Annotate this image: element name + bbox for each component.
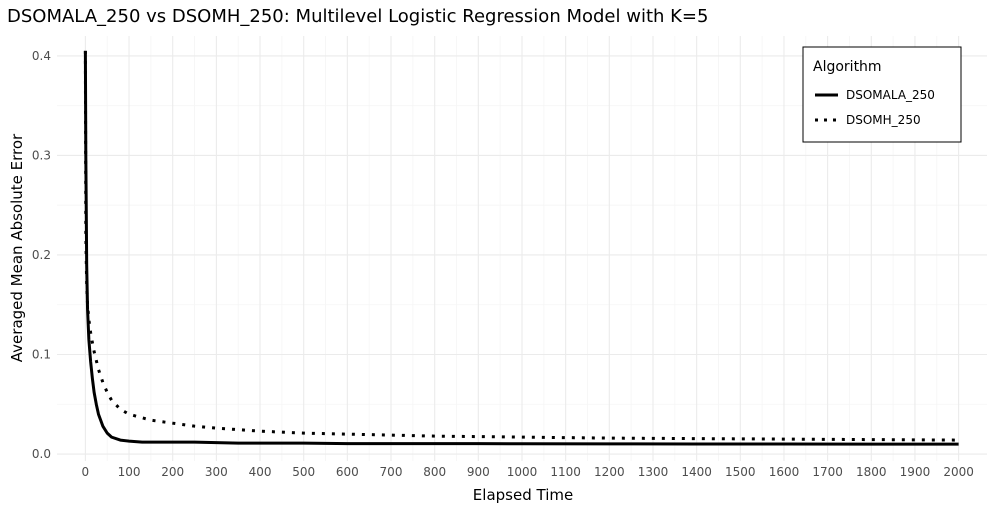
y-tick-label: 0.4 [32, 49, 51, 63]
x-axis-title: Elapsed Time [473, 486, 573, 504]
x-tick-label: 700 [380, 465, 403, 479]
x-tick-label: 100 [118, 465, 141, 479]
x-tick-label: 1900 [900, 465, 931, 479]
x-tick-label: 300 [205, 465, 228, 479]
x-tick-label: 1600 [769, 465, 800, 479]
axis-labels: 0 100 200 300 400 500 600 700 800 900 1000 1100 1200… [32, 49, 974, 479]
x-tick-label: 1500 [725, 465, 756, 479]
x-tick-label: 1800 [856, 465, 887, 479]
legend-label-dsomh: DSOMH_250 [846, 113, 921, 127]
x-tick-label: 800 [423, 465, 446, 479]
x-tick-label: 2000 [943, 465, 974, 479]
x-tick-label: 1700 [812, 465, 843, 479]
x-tick-label: 0 [82, 465, 90, 479]
series-line-dsomh-250 [83, 50, 959, 442]
legend-title: Algorithm [813, 59, 882, 75]
y-tick-label: 0.0 [32, 447, 51, 461]
x-tick-label: 1200 [594, 465, 625, 479]
chart-title: DSOMALA_250 vs DSOMH_250: Multilevel Log… [7, 6, 708, 27]
x-tick-label: 1100 [550, 465, 581, 479]
x-tick-label: 500 [292, 465, 315, 479]
series-layer [83, 50, 959, 446]
y-axis-title: Averaged Mean Absolute Error [8, 133, 26, 362]
series-line-dsomala-250 [83, 50, 959, 446]
x-tick-label: 600 [336, 465, 359, 479]
legend-label-dsomala: DSOMALA_250 [846, 88, 935, 102]
y-tick-label: 0.1 [32, 348, 51, 362]
x-tick-label: 1000 [507, 465, 538, 479]
x-tick-label: 1400 [681, 465, 712, 479]
x-tick-label: 900 [467, 465, 490, 479]
x-tick-label: 1300 [638, 465, 669, 479]
x-tick-label: 400 [249, 465, 272, 479]
legend: Algorithm DSOMALA_250 DSOMH_250 [802, 46, 962, 143]
y-tick-label: 0.3 [32, 148, 51, 162]
y-tick-label: 0.2 [32, 248, 51, 262]
x-tick-label: 200 [161, 465, 184, 479]
